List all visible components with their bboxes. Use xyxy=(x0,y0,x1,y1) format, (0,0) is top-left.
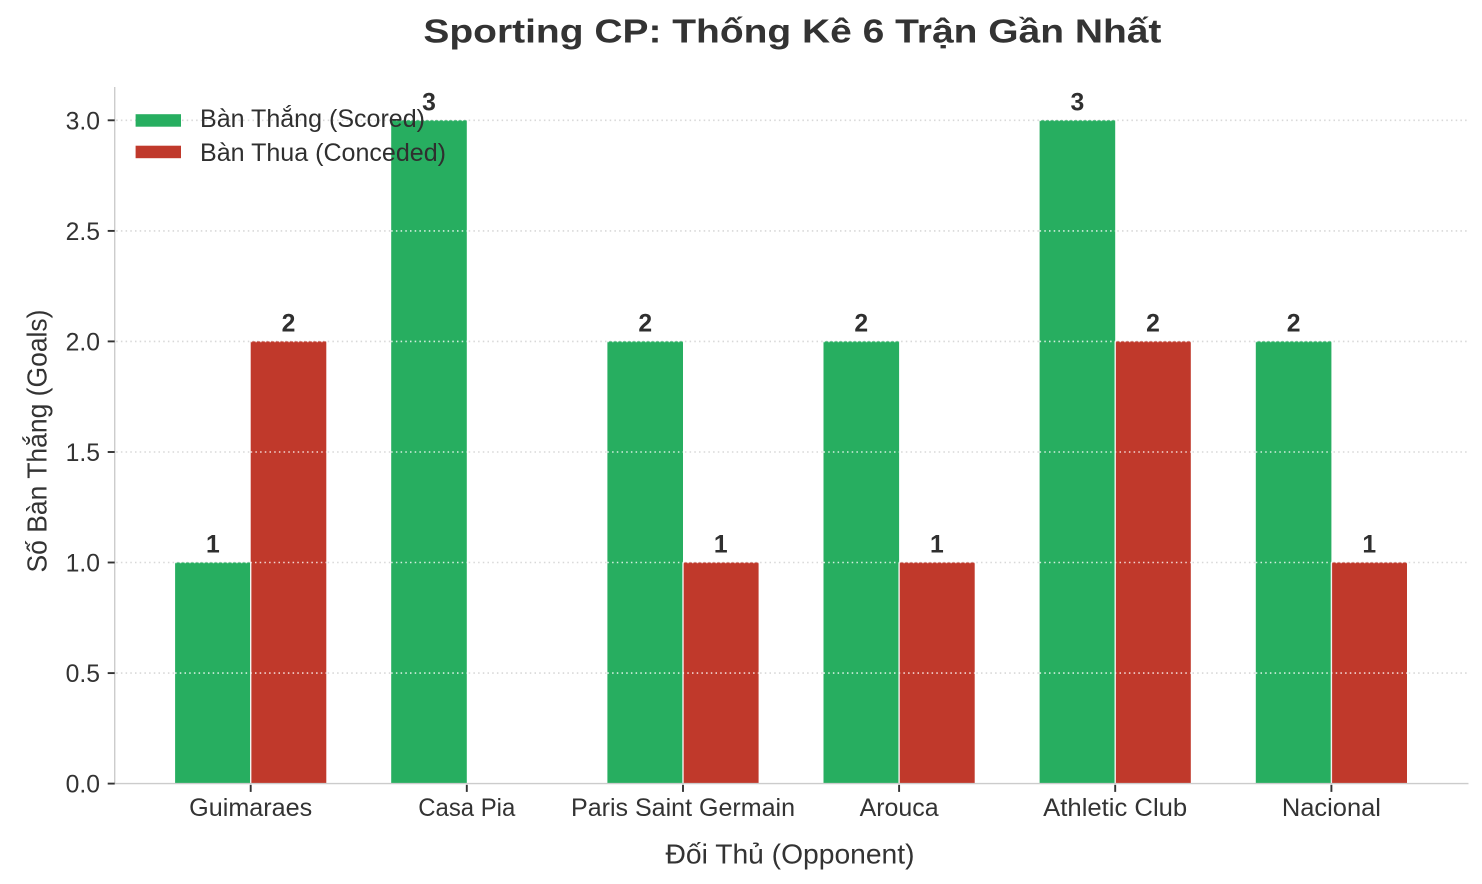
svg-text:3: 3 xyxy=(422,89,436,116)
svg-text:1.0: 1.0 xyxy=(66,551,100,578)
svg-text:3.0: 3.0 xyxy=(66,108,100,135)
svg-text:2: 2 xyxy=(854,310,868,337)
svg-text:Đối Thủ (Opponent): Đối Thủ (Opponent) xyxy=(666,838,915,870)
svg-text:1: 1 xyxy=(714,532,728,559)
svg-text:2: 2 xyxy=(282,310,296,337)
svg-text:Casa Pia: Casa Pia xyxy=(418,795,515,822)
svg-text:2: 2 xyxy=(1146,310,1160,337)
svg-text:Sporting CP: Thống Kê 6 Trận G: Sporting CP: Thống Kê 6 Trận Gần Nhất xyxy=(423,13,1161,50)
svg-text:1: 1 xyxy=(1362,532,1376,559)
svg-text:Số Bàn Thắng (Goals): Số Bàn Thắng (Goals) xyxy=(21,310,53,573)
svg-text:1.5: 1.5 xyxy=(66,440,100,467)
svg-text:2: 2 xyxy=(1287,310,1301,337)
svg-text:Athletic Club: Athletic Club xyxy=(1043,795,1187,822)
svg-text:0.0: 0.0 xyxy=(66,772,100,799)
svg-text:Paris Saint Germain: Paris Saint Germain xyxy=(571,795,795,822)
svg-text:Guimaraes: Guimaraes xyxy=(189,795,312,822)
svg-text:Bàn Thắng (Scored): Bàn Thắng (Scored) xyxy=(200,106,425,133)
svg-text:Arouca: Arouca xyxy=(860,795,939,822)
svg-text:0.5: 0.5 xyxy=(66,661,100,688)
svg-text:2: 2 xyxy=(638,310,652,337)
svg-text:Nacional: Nacional xyxy=(1282,795,1381,822)
svg-text:3: 3 xyxy=(1071,89,1085,116)
svg-text:1: 1 xyxy=(206,532,220,559)
svg-text:2.0: 2.0 xyxy=(66,329,100,356)
svg-text:Bàn Thua (Conceded): Bàn Thua (Conceded) xyxy=(200,140,446,167)
svg-text:2.5: 2.5 xyxy=(66,219,100,246)
svg-text:1: 1 xyxy=(930,532,944,559)
